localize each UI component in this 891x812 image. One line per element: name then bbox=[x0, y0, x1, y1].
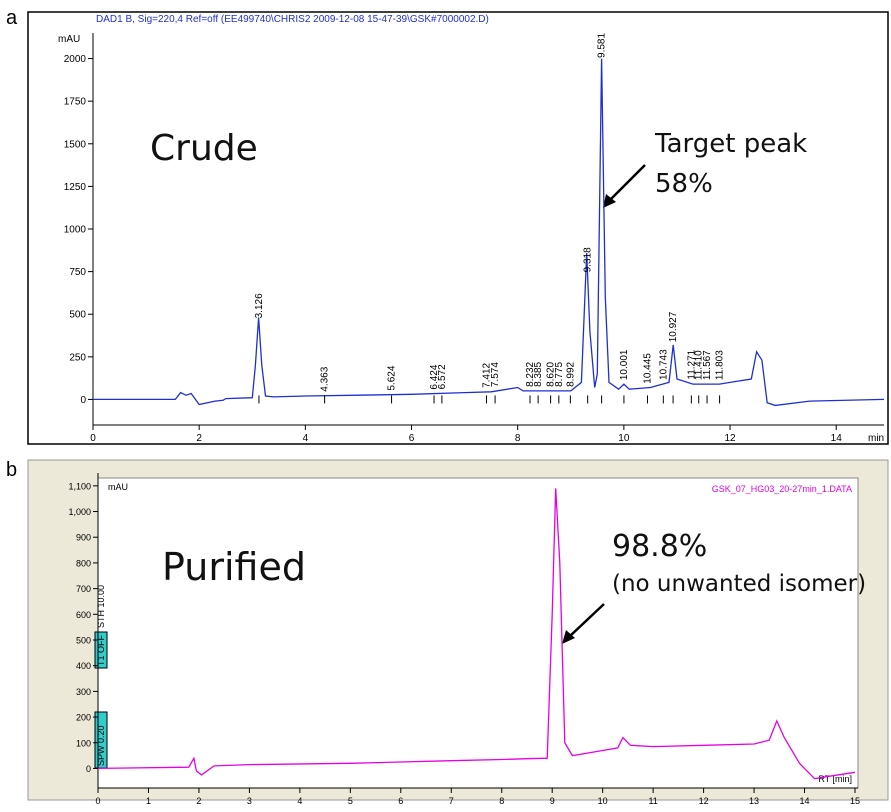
y-tick-label: 600 bbox=[76, 610, 91, 620]
y-tick-label: 400 bbox=[76, 661, 91, 671]
x-tick-label: 2 bbox=[196, 433, 202, 444]
y-tick-label: 0 bbox=[86, 764, 91, 774]
y-tick-label: 2000 bbox=[64, 54, 87, 65]
y-tick-label: 200 bbox=[76, 713, 91, 723]
y-tick-label: 800 bbox=[76, 558, 91, 568]
arrow-head bbox=[562, 630, 575, 644]
plot-area bbox=[97, 477, 859, 789]
x-tick-label: 15 bbox=[850, 796, 860, 806]
y-axis-label: mAU bbox=[58, 34, 80, 45]
y-tick-label: 1500 bbox=[64, 139, 87, 150]
annotation: 58% bbox=[655, 169, 713, 199]
peak-label: 10.445 bbox=[642, 353, 653, 384]
peak-label: 3.126 bbox=[254, 293, 265, 318]
panel-label: a bbox=[6, 7, 18, 29]
peak-label: 11.271 bbox=[686, 349, 697, 379]
annotation: Target peak bbox=[654, 129, 807, 159]
x-tick-label: 8 bbox=[515, 433, 521, 444]
chart-header: GSK_07_HG03_20-27min_1.DATA bbox=[712, 484, 852, 494]
y-tick-label: 1,100 bbox=[68, 481, 91, 491]
x-tick-label: 6 bbox=[398, 796, 403, 806]
x-tick-label: 1 bbox=[146, 796, 151, 806]
x-axis-label: min bbox=[868, 433, 884, 444]
trace bbox=[97, 488, 856, 780]
peak-label: 4.363 bbox=[320, 366, 331, 391]
x-axis-label: RT [min] bbox=[818, 774, 852, 784]
peak-label: 8.232 bbox=[525, 361, 536, 386]
y-tick-label: 300 bbox=[76, 687, 91, 697]
trace bbox=[93, 58, 885, 407]
x-tick-label: 5 bbox=[348, 796, 353, 806]
x-tick-label: 14 bbox=[831, 433, 843, 444]
annotation: Crude bbox=[150, 128, 258, 169]
peak-label: 7.574 bbox=[490, 362, 501, 387]
event-marker-label: STH 10.00 bbox=[96, 585, 106, 628]
arrow bbox=[609, 164, 646, 201]
y-tick-label: 1750 bbox=[64, 97, 87, 108]
peak-label: 11.410 bbox=[694, 350, 705, 380]
chart-header: DAD1 B, Sig=220,4 Ref=off (EE499740\CHRI… bbox=[96, 14, 489, 25]
x-tick-label: 12 bbox=[724, 433, 736, 444]
y-tick-label: 0 bbox=[80, 395, 86, 406]
x-tick-label: 2 bbox=[196, 796, 201, 806]
x-tick-label: 9 bbox=[550, 796, 555, 806]
peak-label: 5.624 bbox=[387, 365, 398, 390]
peak-label: 8.385 bbox=[533, 361, 544, 386]
peak-label: 10.743 bbox=[658, 349, 669, 380]
arrow bbox=[569, 603, 605, 637]
y-tick-label: 500 bbox=[69, 310, 86, 321]
peak-label: 11.567 bbox=[702, 350, 713, 380]
y-tick-label: 1,000 bbox=[68, 507, 91, 517]
y-tick-label: 700 bbox=[76, 584, 91, 594]
x-tick-label: 0 bbox=[90, 433, 96, 444]
event-marker-label: T1 OFF bbox=[96, 634, 106, 666]
x-tick-label: 7 bbox=[449, 796, 454, 806]
x-tick-label: 8 bbox=[499, 796, 504, 806]
x-tick-label: 3 bbox=[247, 796, 252, 806]
x-tick-label: 14 bbox=[800, 796, 810, 806]
x-tick-label: 0 bbox=[95, 796, 100, 806]
y-tick-label: 250 bbox=[69, 352, 86, 363]
y-tick-label: 900 bbox=[76, 533, 91, 543]
annotation: (no unwanted isomer) bbox=[612, 571, 866, 597]
peak-label: 9.581 bbox=[597, 33, 608, 58]
annotation: Purified bbox=[162, 545, 306, 589]
y-tick-label: 500 bbox=[76, 635, 91, 645]
peak-label: 8.992 bbox=[565, 361, 576, 386]
panel-label: b bbox=[6, 459, 17, 481]
y-tick-label: 100 bbox=[76, 738, 91, 748]
annotation: 98.8% bbox=[612, 529, 707, 564]
event-marker-label: SPW 0.20 bbox=[96, 725, 106, 766]
x-tick-label: 13 bbox=[749, 796, 759, 806]
peak-label: 11.803 bbox=[715, 350, 726, 380]
x-tick-label: 10 bbox=[618, 433, 630, 444]
x-tick-label: 11 bbox=[648, 796, 657, 806]
peak-label: 7.412 bbox=[481, 362, 492, 387]
peak-label: 6.572 bbox=[437, 364, 448, 389]
peak-label: 10.001 bbox=[619, 349, 630, 380]
y-tick-label: 1250 bbox=[64, 182, 87, 193]
y-tick-label: 1000 bbox=[64, 225, 87, 236]
x-tick-label: 4 bbox=[303, 433, 309, 444]
arrow-head bbox=[603, 194, 616, 208]
x-tick-label: 10 bbox=[598, 796, 608, 806]
peak-label: 10.927 bbox=[668, 311, 679, 342]
x-tick-label: 4 bbox=[297, 796, 302, 806]
x-tick-label: 6 bbox=[409, 433, 415, 444]
peak-label: 6.424 bbox=[429, 364, 440, 389]
y-axis-label: mAU bbox=[108, 482, 128, 492]
panel-frame bbox=[27, 11, 889, 445]
peak-label: 9.318 bbox=[583, 247, 594, 272]
y-tick-label: 750 bbox=[69, 267, 86, 278]
peak-label: 8.775 bbox=[554, 361, 565, 386]
peak-label: 8.620 bbox=[546, 361, 557, 386]
x-tick-label: 12 bbox=[699, 796, 709, 806]
